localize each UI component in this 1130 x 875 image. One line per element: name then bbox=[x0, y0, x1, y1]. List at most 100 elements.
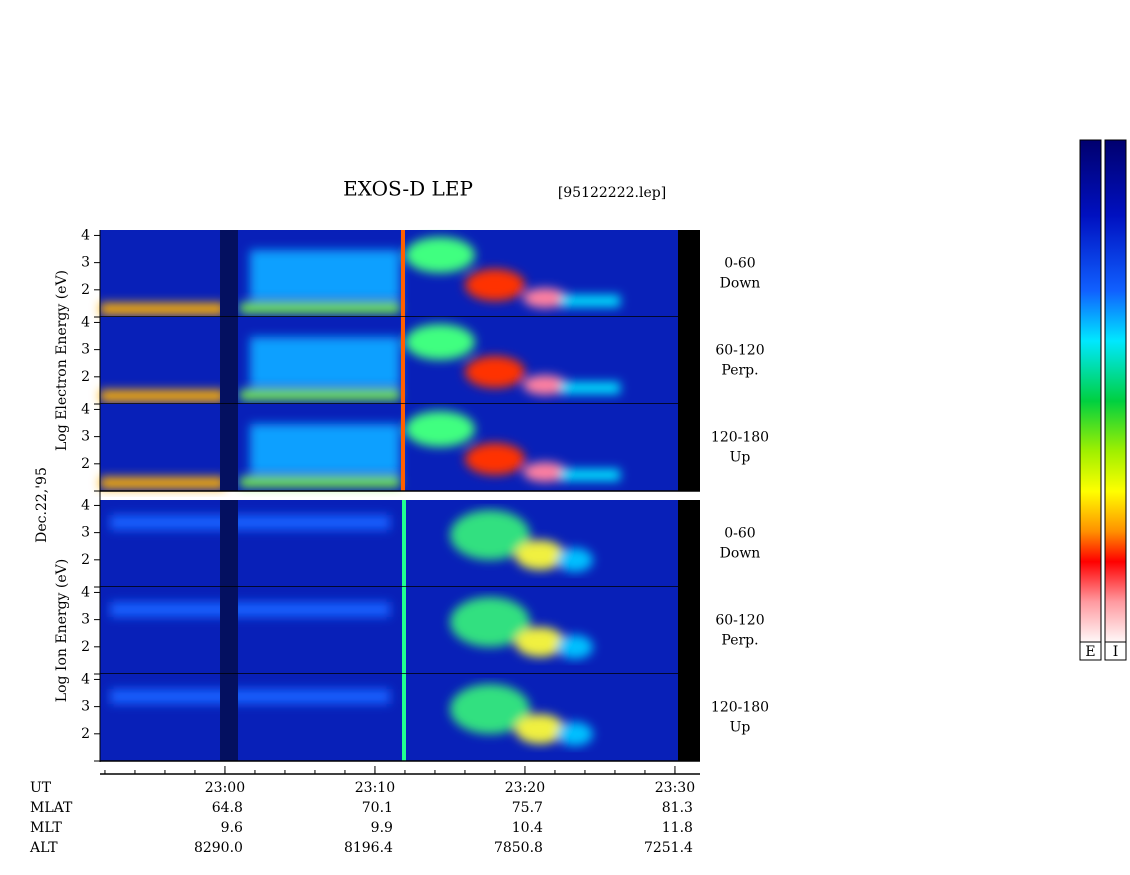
channel-label: Up bbox=[730, 450, 751, 466]
row-value: 64.8 bbox=[212, 800, 243, 816]
row-label: UT bbox=[30, 780, 52, 796]
feature bbox=[401, 317, 405, 404]
row-value: 9.9 bbox=[371, 820, 393, 836]
feature bbox=[515, 540, 565, 570]
feature bbox=[405, 237, 475, 273]
feature bbox=[240, 390, 400, 400]
feature bbox=[560, 469, 620, 481]
feature bbox=[401, 230, 405, 317]
feature bbox=[523, 462, 567, 482]
feature bbox=[523, 375, 567, 395]
feature bbox=[405, 411, 475, 447]
spectrogram-features bbox=[100, 324, 620, 402]
y-tick-label: 3 bbox=[81, 429, 90, 445]
y-tick-label: 3 bbox=[81, 612, 90, 628]
data-gap bbox=[220, 317, 238, 404]
data-gap bbox=[678, 674, 700, 761]
spectrogram bbox=[100, 500, 700, 587]
y-axis-label: Log Ion Energy (eV) bbox=[54, 559, 70, 702]
data-gap bbox=[220, 404, 238, 491]
feature bbox=[100, 303, 225, 315]
y-tick-label: 3 bbox=[81, 342, 90, 358]
feature bbox=[402, 587, 406, 674]
spectrogram-features bbox=[110, 597, 593, 659]
feature bbox=[560, 382, 620, 394]
y-tick-label: 2 bbox=[81, 456, 90, 472]
row-label: MLT bbox=[30, 820, 62, 836]
x-tick-label: 23:10 bbox=[355, 780, 395, 796]
row-value: 8196.4 bbox=[344, 840, 393, 856]
row-value: 81.3 bbox=[662, 800, 693, 816]
y-axis-label: Log Electron Energy (eV) bbox=[54, 270, 70, 451]
data-gap bbox=[678, 404, 700, 491]
y-tick-label: 4 bbox=[81, 497, 90, 513]
feature bbox=[515, 627, 565, 657]
spectrogram-features bbox=[110, 684, 593, 746]
colorbar-label: E bbox=[1085, 644, 1095, 660]
feature bbox=[402, 500, 406, 587]
y-tick-label: 3 bbox=[81, 255, 90, 271]
feature bbox=[557, 635, 593, 659]
feature bbox=[240, 303, 400, 313]
feature bbox=[401, 404, 405, 491]
row-value: 10.4 bbox=[512, 820, 543, 836]
spectrogram-features bbox=[110, 510, 593, 572]
y-tick-label: 2 bbox=[81, 639, 90, 655]
feature bbox=[450, 510, 530, 560]
data-gap bbox=[678, 230, 700, 317]
channel-label: 60-120 bbox=[715, 613, 764, 629]
spectrogram bbox=[100, 587, 700, 674]
data-gap bbox=[220, 587, 238, 674]
row-value: 8290.0 bbox=[194, 840, 243, 856]
y-tick-label: 4 bbox=[81, 314, 90, 330]
title: EXOS-D LEP bbox=[343, 177, 473, 201]
data-gap bbox=[678, 587, 700, 674]
x-tick-label: 23:00 bbox=[205, 780, 245, 796]
y-tick-label: 4 bbox=[81, 671, 90, 687]
feature bbox=[110, 689, 390, 704]
feature bbox=[250, 424, 400, 474]
channel-label: Up bbox=[730, 720, 751, 736]
feature bbox=[240, 477, 400, 487]
feature bbox=[515, 714, 565, 744]
feature bbox=[465, 443, 525, 475]
channel-label: Perp. bbox=[721, 633, 758, 649]
feature bbox=[110, 602, 390, 617]
feature bbox=[250, 337, 400, 387]
spectrogram-features bbox=[100, 237, 620, 315]
y-tick-label: 2 bbox=[81, 369, 90, 385]
feature bbox=[110, 515, 390, 530]
y-tick-label: 4 bbox=[81, 584, 90, 600]
colorbar-label-box bbox=[1104, 641, 1127, 661]
row-label: ALT bbox=[29, 840, 58, 856]
feature bbox=[250, 250, 400, 300]
feature bbox=[405, 324, 475, 360]
y-tick-label: 3 bbox=[81, 525, 90, 541]
y-tick-label: 2 bbox=[81, 726, 90, 742]
data-gap bbox=[220, 500, 238, 587]
row-value: 11.8 bbox=[662, 820, 693, 836]
y-tick-label: 3 bbox=[81, 699, 90, 715]
y-tick-label: 2 bbox=[81, 552, 90, 568]
channel-label: Down bbox=[720, 546, 761, 562]
colorbar bbox=[1104, 139, 1127, 643]
row-value: 7251.4 bbox=[644, 840, 693, 856]
row-value: 7850.8 bbox=[494, 840, 543, 856]
channel-label: Down bbox=[720, 276, 761, 292]
feature bbox=[557, 548, 593, 572]
y-tick-label: 2 bbox=[81, 282, 90, 298]
data-gap bbox=[220, 230, 238, 317]
feature bbox=[450, 684, 530, 734]
channel-label: 0-60 bbox=[724, 256, 755, 272]
colorbar-label-box bbox=[1079, 641, 1102, 661]
feature bbox=[523, 288, 567, 308]
feature bbox=[465, 356, 525, 388]
colorbar bbox=[1079, 139, 1102, 643]
date-label: Dec.22,'95 bbox=[34, 467, 50, 543]
feature bbox=[465, 269, 525, 301]
channel-label: 0-60 bbox=[724, 526, 755, 542]
row-value: 75.7 bbox=[512, 800, 543, 816]
row-label: MLAT bbox=[30, 800, 73, 816]
file-label: [95122222.lep] bbox=[558, 185, 666, 201]
